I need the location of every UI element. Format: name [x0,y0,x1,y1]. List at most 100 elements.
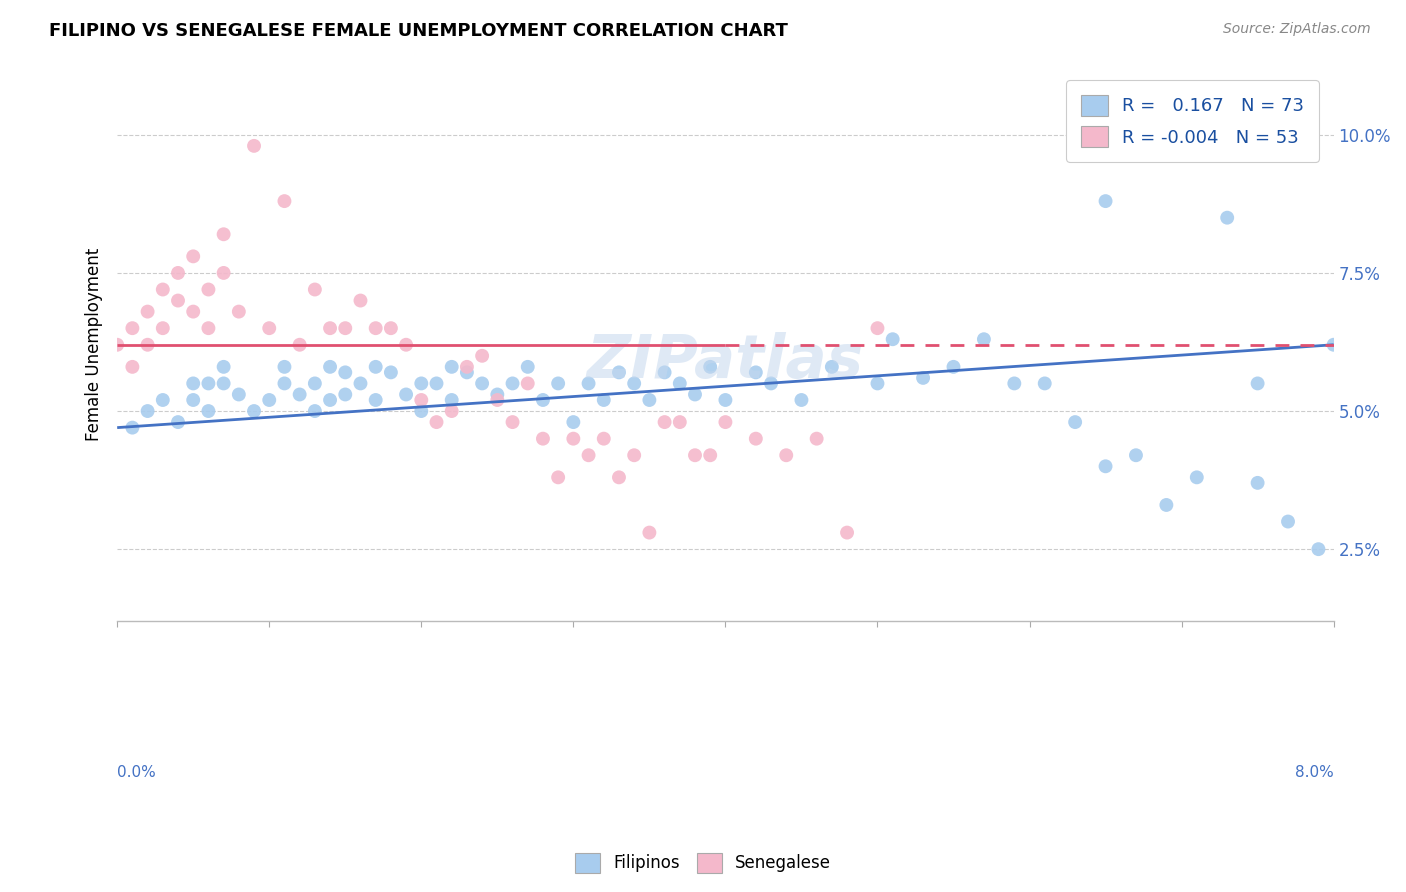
Point [547,470,569,484]
Point [1033,376,1056,391]
Point [364,359,387,374]
Point [1064,415,1087,429]
Point [364,321,387,335]
Point [683,387,706,401]
Point [212,227,235,242]
Point [105,337,128,351]
Point [1323,337,1346,351]
Point [319,321,342,335]
Point [411,392,433,407]
Point [806,432,828,446]
Point [607,365,630,379]
Point [181,249,204,263]
Point [197,321,219,335]
Point [456,365,478,379]
Point [790,392,813,407]
Point [395,337,418,351]
Point [1308,542,1330,557]
Point [197,404,219,418]
Point [197,283,219,297]
Point [349,376,371,391]
Point [228,304,250,318]
Point [411,376,433,391]
Point [411,404,433,418]
Point [395,387,418,401]
Point [304,404,326,418]
Point [654,415,676,429]
Point [714,392,737,407]
Point [973,332,995,346]
Point [380,321,402,335]
Point [683,448,706,462]
Point [592,432,614,446]
Point [654,365,676,379]
Point [623,448,645,462]
Point [212,359,235,374]
Point [623,376,645,391]
Point [745,365,768,379]
Point [531,392,554,407]
Point [273,194,295,208]
Point [152,321,174,335]
Text: ZIPatlas: ZIPatlas [586,332,863,391]
Point [502,415,524,429]
Point [775,448,797,462]
Point [136,337,159,351]
Y-axis label: Female Unemployment: Female Unemployment [86,248,103,442]
Point [668,376,690,391]
Point [1156,498,1178,512]
Point [425,415,447,429]
Legend: Filipinos, Senegalese: Filipinos, Senegalese [568,847,838,880]
Point [759,376,782,391]
Point [319,392,342,407]
Point [380,365,402,379]
Point [471,349,494,363]
Point [121,359,143,374]
Point [273,359,295,374]
Point [335,387,357,401]
Point [882,332,904,346]
Point [228,387,250,401]
Point [181,392,204,407]
Point [136,404,159,418]
Point [866,321,889,335]
Point [273,376,295,391]
Point [440,392,463,407]
Point [1002,376,1025,391]
Point [942,359,965,374]
Point [502,376,524,391]
Point [578,448,600,462]
Legend: R =   0.167   N = 73, R = -0.004   N = 53: R = 0.167 N = 73, R = -0.004 N = 53 [1066,80,1319,161]
Point [1094,459,1116,474]
Point [121,420,143,434]
Point [257,321,280,335]
Point [288,337,311,351]
Point [181,376,204,391]
Point [335,365,357,379]
Point [288,387,311,401]
Point [912,371,935,385]
Point [152,283,174,297]
Text: 0.0%: 0.0% [117,764,156,780]
Point [562,432,585,446]
Point [516,376,538,391]
Point [486,392,509,407]
Point [304,283,326,297]
Point [562,415,585,429]
Point [440,359,463,374]
Point [335,321,357,335]
Point [440,404,463,418]
Point [699,448,721,462]
Point [821,359,844,374]
Point [1125,448,1147,462]
Point [136,304,159,318]
Point [349,293,371,308]
Text: FILIPINO VS SENEGALESE FEMALE UNEMPLOYMENT CORRELATION CHART: FILIPINO VS SENEGALESE FEMALE UNEMPLOYME… [49,22,789,40]
Text: Source: ZipAtlas.com: Source: ZipAtlas.com [1223,22,1371,37]
Point [425,376,447,391]
Point [638,392,661,407]
Point [167,293,190,308]
Point [668,415,690,429]
Point [243,404,266,418]
Point [304,376,326,391]
